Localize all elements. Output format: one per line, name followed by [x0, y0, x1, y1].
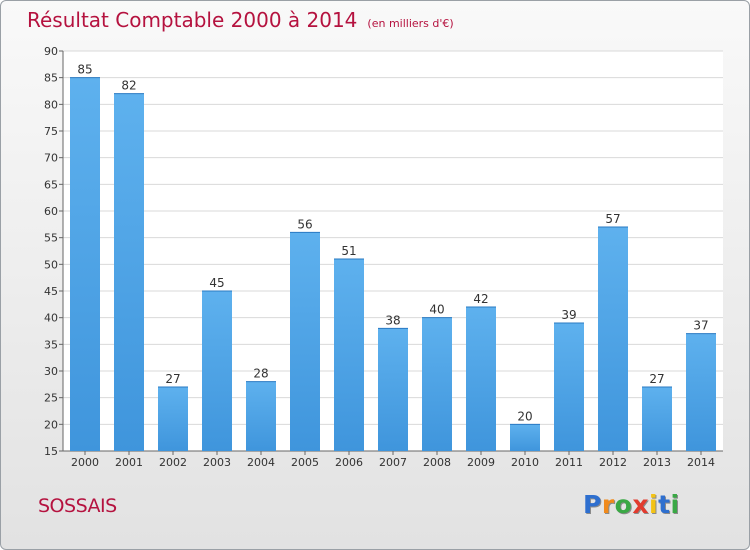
x-tick-label: 2008: [423, 456, 451, 469]
bar: [466, 307, 496, 451]
x-tick-label: 2009: [467, 456, 495, 469]
data-label: 20: [517, 409, 532, 423]
bar: [598, 227, 628, 451]
brand-logo: Proxiti: [583, 490, 680, 519]
bar: [378, 328, 408, 451]
x-tick-label: 2003: [203, 456, 231, 469]
brand-letter: o: [614, 490, 633, 519]
town-name: SOSSAIS: [38, 495, 117, 517]
x-tick-label: 2012: [599, 456, 627, 469]
y-tick-label: 25: [44, 392, 58, 405]
bar: [290, 232, 320, 451]
unit-note: (en milliers d'€): [367, 17, 454, 30]
x-tick-label: 2014: [687, 456, 715, 469]
x-tick-label: 2013: [643, 456, 671, 469]
bar: [334, 259, 364, 451]
data-label: 27: [165, 372, 180, 386]
bar: [158, 387, 188, 451]
y-tick-label: 30: [44, 365, 58, 378]
y-tick-label: 35: [44, 338, 58, 351]
y-tick-label: 80: [44, 98, 58, 111]
data-label: 51: [341, 244, 356, 258]
data-label: 82: [121, 79, 136, 93]
bar: [642, 387, 672, 451]
bar: [510, 424, 540, 451]
data-label: 42: [473, 292, 488, 306]
data-label: 28: [253, 367, 268, 381]
x-tick-label: 2005: [291, 456, 319, 469]
bar: [202, 291, 232, 451]
x-tick-label: 2000: [71, 456, 99, 469]
brand-letter: i: [670, 490, 680, 519]
x-tick-label: 2004: [247, 456, 275, 469]
x-tick-label: 2001: [115, 456, 143, 469]
bar: [246, 381, 276, 451]
data-label: 56: [297, 217, 312, 231]
y-tick-label: 60: [44, 205, 58, 218]
x-tick-label: 2006: [335, 456, 363, 469]
y-tick-label: 20: [44, 418, 58, 431]
x-tick-label: 2010: [511, 456, 539, 469]
x-tick-label: 2007: [379, 456, 407, 469]
y-tick-label: 90: [44, 45, 58, 58]
chart-title: Résultat Comptable 2000 à 2014 (en millie…: [27, 8, 454, 32]
bar: [422, 317, 452, 451]
y-tick-label: 50: [44, 258, 58, 271]
bar: [686, 333, 716, 451]
brand-letter: x: [632, 490, 649, 519]
data-label: 37: [693, 319, 708, 333]
title-text: Résultat Comptable 2000 à 2014: [27, 8, 358, 32]
bar: [70, 77, 100, 452]
brand-letter: i: [649, 490, 659, 519]
y-tick-label: 55: [44, 232, 58, 245]
x-tick-label: 2002: [159, 456, 187, 469]
y-tick-label: 65: [44, 178, 58, 191]
x-tick-label: 2011: [555, 456, 583, 469]
data-label: 39: [561, 308, 576, 322]
bar: [554, 323, 584, 451]
brand-letter: r: [601, 490, 615, 519]
brand-letter: t: [658, 490, 671, 519]
data-label: 27: [649, 372, 664, 386]
y-tick-label: 70: [44, 152, 58, 165]
data-label: 40: [429, 303, 444, 317]
y-tick-label: 15: [44, 445, 58, 458]
y-tick-label: 40: [44, 312, 58, 325]
y-tick-label: 85: [44, 72, 58, 85]
brand-letter: P: [583, 490, 602, 519]
data-label: 38: [385, 313, 400, 327]
y-tick-label: 45: [44, 285, 58, 298]
data-label: 45: [209, 276, 224, 290]
y-tick-label: 75: [44, 125, 58, 138]
data-label: 85: [77, 63, 92, 77]
bar: [114, 93, 144, 452]
data-label: 57: [605, 212, 620, 226]
